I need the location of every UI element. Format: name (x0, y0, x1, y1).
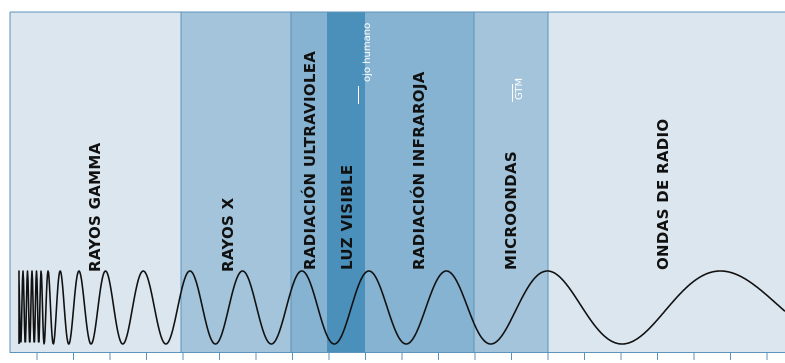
band-label-gamma: RAYOS GAMMA (86, 142, 104, 272)
band-label-visible: LUZ VISIBLE (338, 165, 356, 270)
spectrum-frame (9, 11, 785, 353)
note-ojo-humano: ojo humano (362, 23, 373, 82)
band-label-xray: RAYOS X (219, 197, 237, 272)
band-micro-background (474, 12, 548, 353)
band-radio-background (548, 12, 785, 353)
band-label-radio: ONDAS DE RADIO (654, 119, 672, 270)
note-gtm: GTM (514, 78, 525, 100)
band-visible-background (327, 12, 365, 353)
wavelength-axis (10, 352, 785, 360)
band-uv-background (291, 12, 327, 353)
axis-ticks (36, 352, 768, 360)
band-notes: ojo humano GTM (358, 23, 525, 104)
band-labels: RAYOS GAMMA RAYOS X RADIACIÓN ULTRAVIOLE… (86, 51, 672, 272)
band-label-ir: RADIACIÓN INFRAROJA (409, 71, 428, 270)
band-label-uv: RADIACIÓN ULTRAVIOLEA (300, 51, 319, 270)
band-xray-background (181, 12, 291, 353)
band-label-micro: MICROONDAS (502, 151, 520, 270)
wave-line (18, 270, 785, 345)
